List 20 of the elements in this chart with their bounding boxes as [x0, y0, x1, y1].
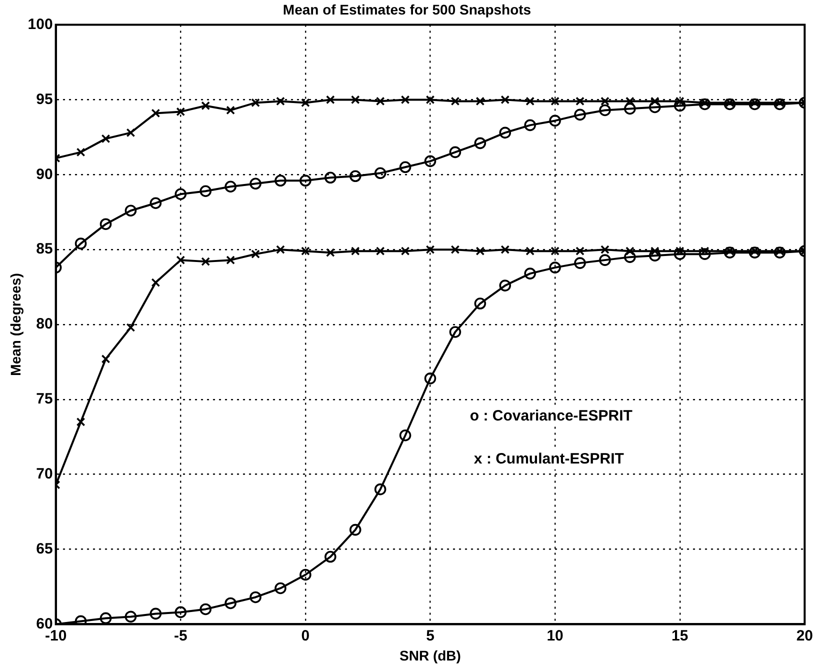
y-tick-label: 100	[28, 16, 53, 33]
x-tick-label: 0	[301, 627, 310, 644]
y-tick-label: 65	[36, 540, 53, 558]
annotation: o : Covariance-ESPRIT	[470, 407, 632, 424]
y-tick-label: 80	[36, 316, 53, 333]
x-axis-title: SNR (dB)	[400, 647, 461, 664]
annotation: x : Cumulant-ESPRIT	[474, 450, 624, 468]
chart-title: Mean of Estimates for 500 Snapshots	[282, 1, 532, 18]
y-axis-title: Mean (degrees)	[7, 273, 24, 376]
x-tick-label: 20	[796, 627, 813, 644]
x-tick-label: 10	[546, 627, 564, 644]
y-tick-label: 70	[36, 465, 53, 482]
x-tick-label: -10	[44, 627, 67, 644]
y-tick-label: 95	[36, 90, 53, 108]
x-tick-label: 15	[672, 627, 688, 644]
y-tick-label: 75	[36, 390, 53, 408]
y-tick-label: 85	[36, 240, 53, 258]
x-tick-label: -5	[174, 627, 188, 644]
x-tick-label: 5	[426, 627, 434, 644]
y-tick-label: 90	[36, 166, 53, 183]
